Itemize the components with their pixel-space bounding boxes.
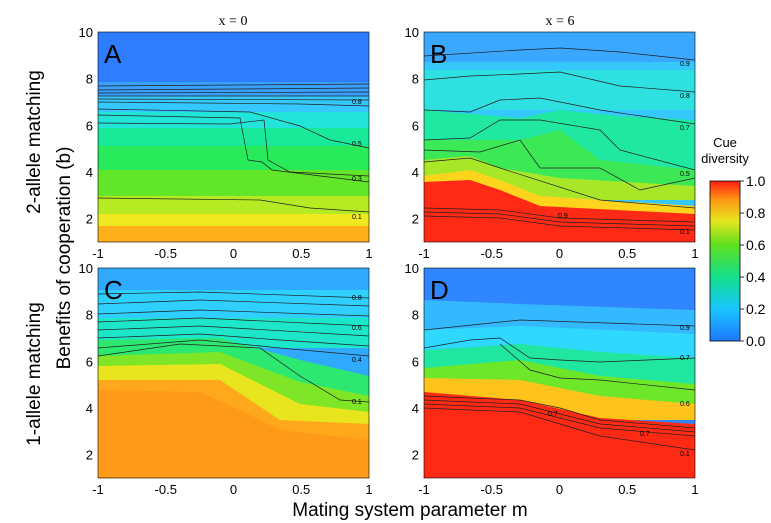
panel-d-y-tick-2: 6 xyxy=(412,354,419,369)
panel-d-y-tick-0: 2 xyxy=(412,448,419,463)
panel-b-contour-label-3: 0.5 xyxy=(680,171,690,178)
panel-d-contour-label-4: 0.7 xyxy=(640,431,650,438)
panel-a-x-tick-0: -1 xyxy=(92,246,104,261)
panel-d-heatmap xyxy=(424,268,695,478)
panel-c-x-tick-0: -1 xyxy=(92,482,104,497)
panel-b-x-tick-4: 1 xyxy=(691,246,698,261)
colorbar-tick-label-0: 1.0 xyxy=(746,173,766,189)
panel-d-contour-label-0: 0.9 xyxy=(680,325,690,332)
panel-a: A 0.8 0.5 0.3 0.1 xyxy=(97,31,370,243)
panel-a-x-tick-1: -0.5 xyxy=(155,246,177,261)
panel-c-x-tick-2: 0 xyxy=(230,482,237,497)
panel-d-y-tick-1: 4 xyxy=(412,401,419,416)
column-title-left: x = 0 xyxy=(219,14,248,29)
panel-c-contour-label-1: 0.6 xyxy=(352,325,362,332)
panel-a-x-tick-2: 0 xyxy=(230,246,237,261)
panel-b-y-tick-1: 4 xyxy=(412,165,419,180)
panel-b-y-tick-3: 8 xyxy=(412,72,419,87)
panel-a-heatmap xyxy=(98,32,369,242)
panel-c-x-tick-1: -0.5 xyxy=(155,482,177,497)
row-title-top: 2-allele matching xyxy=(24,70,45,214)
panel-c-x-tick-3: 0.5 xyxy=(292,482,310,497)
panel-c-y-tick-3: 8 xyxy=(86,308,93,323)
panel-b-contour-label-2: 0.7 xyxy=(680,125,690,132)
panel-b: B 0.9 0.8 0.7 0.5 0.9 0.1 xyxy=(423,31,696,243)
colorbar-gradient xyxy=(709,180,741,342)
colorbar-title-line2: diversity xyxy=(701,151,749,166)
panel-d: D 0.9 0.7 0.6 0.7 0.7 0.1 xyxy=(423,267,696,479)
panel-b-contour-label-4: 0.9 xyxy=(558,213,568,220)
panel-d-x-tick-3: 0.5 xyxy=(618,482,636,497)
panel-d-contours xyxy=(424,319,695,451)
row-title-bottom: 1-allele matching xyxy=(24,302,45,446)
x-axis-title: Mating system parameter m xyxy=(292,500,527,521)
panel-b-y-tick-4: 10 xyxy=(405,25,419,40)
colorbar-tick-label-1: 0.8 xyxy=(746,205,766,221)
panel-b-contour-label-0: 0.9 xyxy=(680,61,690,68)
panel-d-x-tick-2: 0 xyxy=(556,482,563,497)
panel-a-contours xyxy=(98,83,369,213)
panel-b-contours xyxy=(424,47,695,231)
colorbar-tick-label-2: 0.6 xyxy=(746,237,766,253)
panel-b-y-tick-2: 6 xyxy=(412,118,419,133)
panel-a-y-tick-1: 4 xyxy=(86,165,93,180)
panel-b-y-tick-0: 2 xyxy=(412,212,419,227)
colorbar-tick-label-5: 0.0 xyxy=(746,333,766,349)
panel-b-heatmap xyxy=(424,32,695,242)
panel-a-y-tick-3: 8 xyxy=(86,72,93,87)
panel-b-x-tick-0: -1 xyxy=(418,246,430,261)
panel-a-contour-label-3: 0.1 xyxy=(352,214,362,221)
panel-b-x-tick-1: -0.5 xyxy=(481,246,503,261)
panel-d-label: D xyxy=(430,275,449,305)
panel-b-label: B xyxy=(430,39,447,69)
panel-a-label: A xyxy=(104,39,122,69)
panel-c-contour-label-0: 0.8 xyxy=(352,295,362,302)
panel-c-y-tick-4: 10 xyxy=(79,261,93,276)
y-axis-title: Benefits of cooperation (b) xyxy=(54,147,75,370)
panel-b-x-tick-2: 0 xyxy=(556,246,563,261)
panel-d-contour-label-3: 0.7 xyxy=(548,411,558,418)
panel-c-y-tick-0: 2 xyxy=(86,448,93,463)
colorbar-tick-label-4: 0.2 xyxy=(746,301,766,317)
colorbar-tick-label-3: 0.4 xyxy=(746,269,766,285)
panel-a-x-tick-3: 0.5 xyxy=(292,246,310,261)
panel-c-contours xyxy=(98,291,369,403)
colorbar-title-line1: Cue xyxy=(713,135,737,150)
panel-b-x-tick-3: 0.5 xyxy=(618,246,636,261)
panel-d-y-tick-3: 8 xyxy=(412,308,419,323)
panel-a-contour-label-1: 0.5 xyxy=(352,141,362,148)
panel-b-contour-label-1: 0.8 xyxy=(680,93,690,100)
colorbar-ticks: 1.0 0.8 0.6 0.4 0.2 0.0 xyxy=(740,173,766,349)
panel-d-x-tick-0: -1 xyxy=(418,482,430,497)
panel-c-y-tick-1: 4 xyxy=(86,401,93,416)
panel-d-x-tick-4: 1 xyxy=(691,482,698,497)
panel-a-contour-label-0: 0.8 xyxy=(352,99,362,106)
panel-a-y-tick-4: 10 xyxy=(79,25,93,40)
panel-c-contour-label-2: 0.4 xyxy=(352,357,362,364)
panel-c-contour-label-3: 0.1 xyxy=(352,399,362,406)
panel-d-y-tick-4: 10 xyxy=(405,261,419,276)
panel-c-heatmap xyxy=(98,268,369,478)
panel-c: C 0.8 0.6 0.4 0.1 xyxy=(97,267,370,479)
panel-d-contour-label-1: 0.7 xyxy=(680,355,690,362)
panel-a-contour-label-2: 0.3 xyxy=(352,176,362,183)
panel-d-contour-label-5: 0.1 xyxy=(680,451,690,458)
panel-c-label: C xyxy=(104,275,123,305)
panel-d-contour-label-2: 0.6 xyxy=(680,401,690,408)
panel-d-x-tick-1: -0.5 xyxy=(481,482,503,497)
panel-c-x-tick-4: 1 xyxy=(365,482,372,497)
panel-a-x-tick-4: 1 xyxy=(365,246,372,261)
panel-a-y-tick-2: 6 xyxy=(86,118,93,133)
panel-a-y-tick-0: 2 xyxy=(86,212,93,227)
column-title-right: x = 6 xyxy=(546,14,575,29)
panel-c-y-tick-2: 6 xyxy=(86,354,93,369)
colorbar: Cue diversity 1.0 0.8 0.6 0.4 0.2 0.0 xyxy=(701,135,766,349)
panel-b-contour-label-5: 0.1 xyxy=(680,229,690,236)
